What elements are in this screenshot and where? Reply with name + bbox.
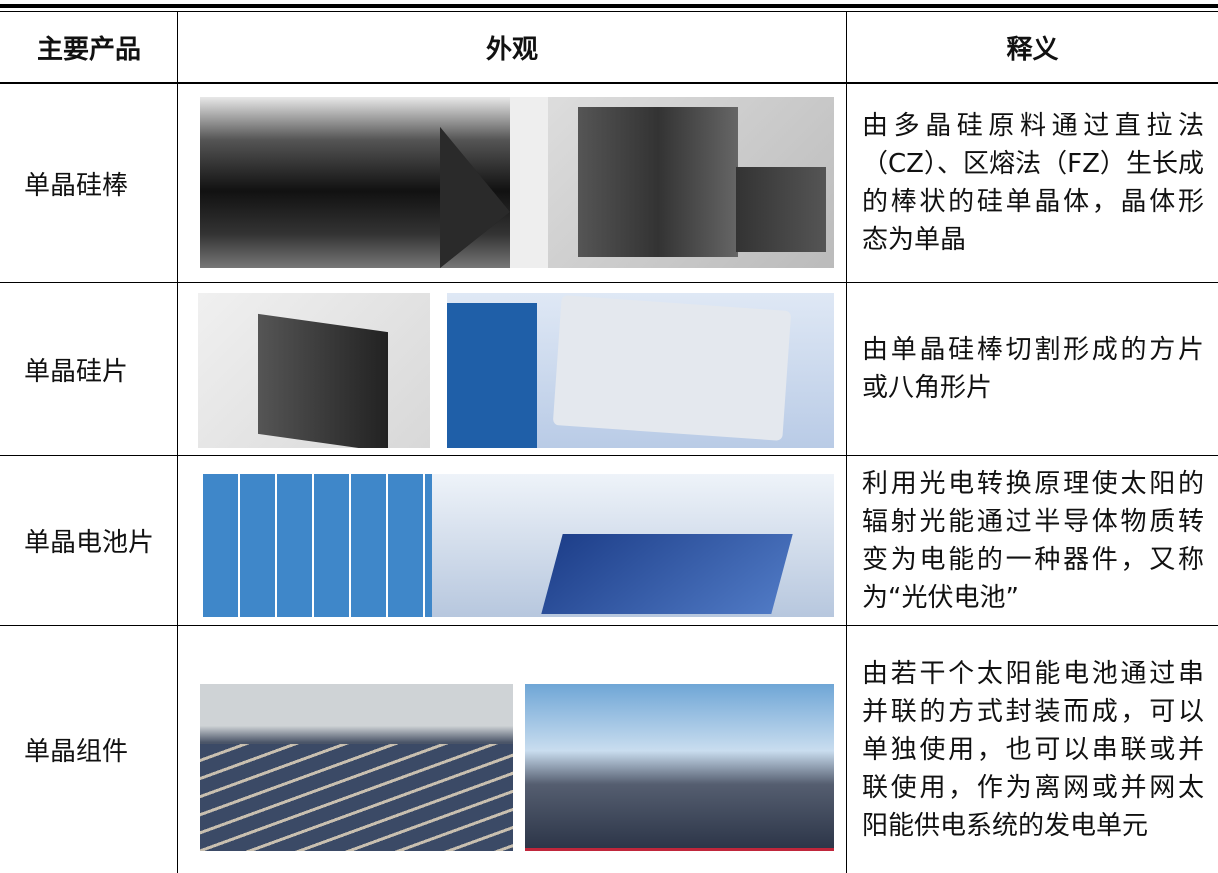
top-rule-thin bbox=[0, 11, 1218, 12]
row-rule bbox=[0, 82, 1218, 84]
block bbox=[578, 107, 738, 257]
top-rule-thick bbox=[0, 4, 1218, 8]
wafer bbox=[552, 295, 792, 441]
description-line: 辐射光能通过半导体物质转 bbox=[862, 506, 1204, 537]
description-line: 由若干个太阳能电池通过串 bbox=[862, 658, 1204, 689]
row-rule bbox=[0, 625, 1218, 626]
photo-rooftop-panels bbox=[525, 684, 834, 851]
header-cell: 释义 bbox=[1006, 34, 1059, 65]
description: 利用光电转换原理使太阳的 辐射光能通过半导体物质转 变为电能的一种器件，又称 为“光伏… bbox=[862, 456, 1204, 625]
edge bbox=[525, 848, 834, 851]
description: 由单晶硅棒切割形成的方片 或八角形片 bbox=[862, 283, 1204, 455]
description-line: 阳能供电系统的发电单元 bbox=[862, 810, 1149, 841]
product-name: 单晶电池片 bbox=[24, 528, 155, 558]
column-rule bbox=[846, 12, 847, 873]
description-line: 由单晶硅棒切割形成的方片 bbox=[862, 335, 1204, 365]
description-line: 联使用，作为离网或并网太 bbox=[862, 772, 1204, 803]
description-line: 并联的方式封装而成，可以 bbox=[862, 696, 1204, 727]
block bbox=[736, 167, 826, 252]
ingot-tip bbox=[440, 97, 548, 268]
description: 由若干个太阳能电池通过串 并联的方式封装而成，可以 单独使用，也可以串联或并 联使用，… bbox=[862, 626, 1204, 873]
photo-cell-line bbox=[432, 474, 834, 617]
photo-solar-field bbox=[200, 684, 513, 851]
description-line: 由多晶硅原料通过直拉法 bbox=[862, 111, 1204, 141]
photo-wafer-stack bbox=[198, 293, 430, 448]
product-name: 单晶硅棒 bbox=[24, 170, 129, 201]
header-cell: 主要产品 bbox=[36, 34, 141, 65]
wafer-stack bbox=[258, 313, 388, 448]
cell bbox=[541, 534, 793, 614]
description-line: 的棒状的硅单晶体，晶体形 bbox=[862, 187, 1204, 217]
row-rule bbox=[0, 282, 1218, 283]
photo-silicon-blocks bbox=[548, 97, 834, 268]
row-rule bbox=[0, 455, 1218, 456]
description-line: 为“光伏电池” bbox=[862, 582, 1019, 613]
description-line: （CZ）、区熔法（FZ）生长成 bbox=[862, 149, 1204, 179]
conveyor bbox=[447, 303, 537, 448]
description-line: 或八角形片 bbox=[862, 373, 993, 403]
description-line: 态为单晶 bbox=[862, 225, 967, 255]
column-rule bbox=[177, 12, 178, 873]
photo-solar-cell bbox=[203, 474, 432, 617]
description-line: 变为电能的一种器件，又称 bbox=[862, 544, 1204, 575]
panels bbox=[200, 744, 513, 851]
product-name: 单晶硅片 bbox=[24, 356, 129, 387]
description-line: 利用光电转换原理使太阳的 bbox=[862, 468, 1204, 499]
description-line: 单独使用，也可以串联或并 bbox=[862, 734, 1204, 765]
product-name: 单晶组件 bbox=[24, 737, 129, 767]
description: 由多晶硅原料通过直拉法 （CZ）、区熔法（FZ）生长成 的棒状的硅单晶体，晶体形 态为… bbox=[862, 84, 1204, 282]
photo-wafer-line bbox=[447, 293, 834, 448]
header-cell: 外观 bbox=[485, 34, 538, 65]
photo-silicon-ingot bbox=[200, 97, 548, 268]
